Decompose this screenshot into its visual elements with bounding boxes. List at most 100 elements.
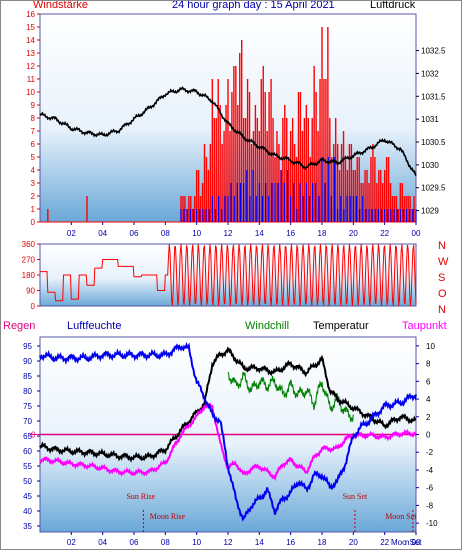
direction-line [40, 243, 417, 307]
wind-x-tick-label: 10 [192, 229, 201, 238]
pressure-y-tick-label: 1029 [421, 207, 439, 216]
temperature-y-tick-label: 8 [426, 360, 431, 369]
temperature-x-tick-label: 06 [130, 538, 139, 547]
direction-y-tick-label: 180 [22, 271, 36, 280]
wind-y-tick-label: 10 [26, 88, 35, 97]
temperature-x-tick-label: 18 [318, 538, 327, 547]
humidity-y-tick-label: 50 [23, 477, 32, 486]
zero-marker-label: 0 [31, 431, 36, 440]
wind-y-tick-label: 14 [26, 36, 35, 45]
pressure-y-tick-label: 1029.5 [421, 184, 446, 193]
temperature-y-tick-label: -4 [426, 466, 434, 475]
wind-y-tick-label: 13 [26, 49, 35, 58]
wind-y-tick-label: 1 [31, 205, 36, 214]
dewpoint-label: Taupunkt [402, 320, 447, 332]
temperature-y-tick-label: 0 [426, 431, 431, 440]
wind-x-tick-label: 20 [349, 229, 358, 238]
wind-x-tick-label: 00 [412, 229, 421, 238]
wind-x-tick-label: 02 [67, 229, 76, 238]
wind-x-tick-label: 18 [318, 229, 327, 238]
moon-set-edge-label: Moo [391, 538, 407, 547]
wind-axis-title: Windstärke [33, 0, 89, 11]
temperature-y-tick-label: 4 [426, 395, 431, 404]
temperature-x-tick-label: 00 [412, 538, 421, 547]
temperature-label: Temperatur [313, 320, 369, 332]
pressure-y-tick-label: 1031 [421, 115, 439, 124]
compass-label: S [438, 272, 445, 284]
wind-y-tick-label: 7 [31, 127, 36, 136]
temperature-x-tick-label: 10 [192, 538, 201, 547]
temperature-y-tick-label: -6 [426, 484, 434, 493]
temperature-x-tick-label: 12 [224, 538, 233, 547]
wind-x-tick-label: 14 [255, 229, 264, 238]
temperature-x-tick-label: 22 [380, 538, 389, 547]
rain-label: Regen [3, 320, 36, 332]
wind-y-tick-label: 3 [31, 179, 36, 188]
wind-y-tick-label: 16 [26, 10, 35, 19]
moon-set-edge-label-2: nSet [405, 538, 422, 547]
wind-y-tick-label: 15 [26, 23, 35, 32]
pressure-line [39, 86, 417, 176]
temperature-y-tick-label: 2 [426, 413, 431, 422]
temperature-y-tick-label: 10 [426, 342, 435, 351]
humidity-label: Luftfeuchte [67, 320, 122, 332]
pressure-axis-title: Luftdruck [370, 0, 416, 11]
wind-y-tick-label: 9 [31, 101, 36, 110]
humidity-y-tick-label: 90 [23, 357, 32, 366]
wind-y-tick-label: 0 [31, 218, 36, 227]
humidity-y-tick-label: 35 [23, 522, 32, 531]
humidity-y-tick-label: 60 [23, 447, 32, 456]
temperature-x-tick-label: 16 [286, 538, 295, 547]
temperature-x-tick-label: 04 [98, 538, 107, 547]
wind-y-tick-label: 4 [31, 166, 36, 175]
wind-x-tick-label: 16 [286, 229, 295, 238]
humidity-y-tick-label: 75 [23, 402, 32, 411]
wind-x-tick-label: 22 [380, 229, 389, 238]
wind-x-tick-label: 12 [224, 229, 233, 238]
temperature-x-tick-label: 20 [349, 538, 358, 547]
humidity-y-tick-label: 40 [23, 507, 32, 516]
wind-y-tick-label: 12 [26, 62, 35, 71]
windchill-line [227, 371, 354, 423]
wind-y-tick-label: 5 [31, 153, 36, 162]
sun-set-label: Sun Set [343, 492, 368, 501]
humidity-y-tick-label: 65 [23, 432, 32, 441]
direction-y-tick-label: 270 [22, 256, 36, 265]
wind-y-tick-label: 11 [27, 75, 36, 84]
wind-x-tick-label: 08 [161, 229, 170, 238]
temperature-y-tick-label: -10 [426, 519, 438, 528]
temperature-y-tick-label: -2 [426, 448, 434, 457]
moon-set-label: Moon Set [385, 512, 417, 521]
temperature-x-tick-label: 14 [255, 538, 264, 547]
pressure-y-tick-label: 1030.5 [421, 138, 446, 147]
direction-y-tick-label: 0 [31, 302, 36, 311]
pressure-y-tick-label: 1032.5 [421, 47, 446, 56]
sun-rise-label: Sun Rise [126, 492, 155, 501]
humidity-y-tick-label: 95 [23, 342, 32, 351]
wind-pressure-chart: 01234567891011121314151610291029.5103010… [26, 10, 446, 238]
wind-y-tick-label: 8 [31, 114, 36, 123]
humidity-y-tick-label: 45 [23, 492, 32, 501]
wind-y-tick-label: 6 [31, 140, 36, 149]
temperature-y-tick-label: 6 [426, 377, 431, 386]
compass-label: N [438, 240, 446, 252]
humidity-y-tick-label: 80 [23, 387, 32, 396]
temperature-x-tick-label: 08 [161, 538, 170, 547]
humidity-y-tick-label: 85 [23, 372, 32, 381]
humidity-y-tick-label: 55 [23, 462, 32, 471]
windchill-label: Windchill [245, 320, 290, 332]
temperature-line [39, 346, 417, 463]
wind-y-tick-label: 2 [31, 192, 36, 201]
pressure-y-tick-label: 1031.5 [421, 92, 446, 101]
temperature-x-tick-label: 02 [67, 538, 76, 547]
wind-x-tick-label: 06 [130, 229, 139, 238]
temperature-y-tick-label: -8 [426, 501, 434, 510]
compass-label: O [438, 288, 447, 300]
pressure-y-tick-label: 1032 [421, 69, 439, 78]
moon-rise-label: Moon Rise [150, 512, 186, 521]
direction-y-tick-label: 360 [22, 240, 36, 249]
compass-label: N [438, 304, 446, 316]
